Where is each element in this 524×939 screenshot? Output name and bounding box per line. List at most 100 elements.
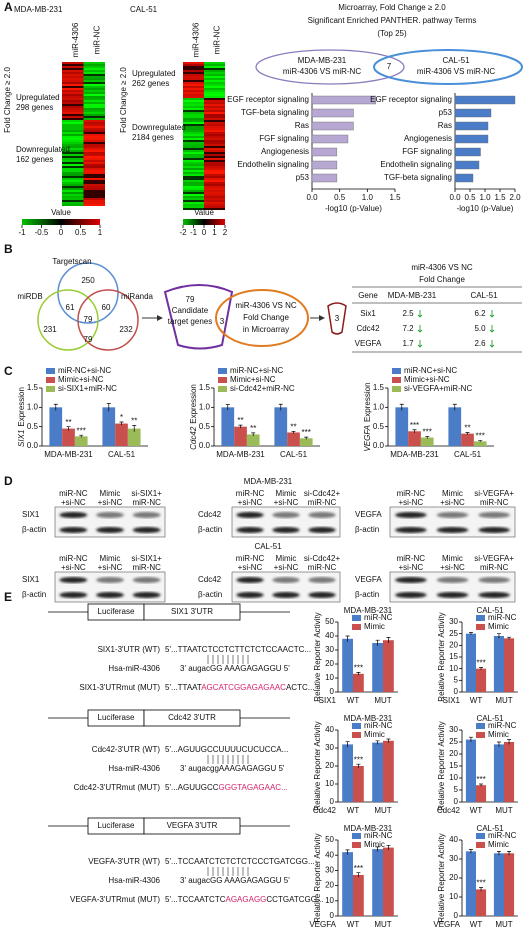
error-bar [106,403,111,412]
significance-label: *** [354,755,363,764]
heatmap-row [204,196,225,198]
y-tick-label: 5 [454,785,459,794]
x-tick-label: WT [347,920,360,929]
error-bar [399,403,404,411]
group-label: Upregulated [132,69,176,78]
error-bar [507,739,512,745]
legend-swatch [218,368,227,374]
category-label: Endothelin signaling [380,160,452,169]
heatmap-row [183,62,204,64]
bar [311,173,338,183]
down-arrow [489,325,495,333]
x-tick-label: WT [347,806,360,815]
blot-band [436,527,469,533]
panel-label: B [4,242,13,256]
heatmap-row [183,122,204,124]
x-axis-title: -log10 (p-Value) [457,204,514,213]
legend-label: Mimic [488,840,509,849]
heatmap-row [83,180,105,182]
heatmap-row [204,174,225,176]
blot-row-label: SIX1 [22,510,40,519]
heatmap-row [183,140,204,142]
heatmap-row [83,116,105,118]
lane-label: +si-NC [440,498,465,507]
y-axis-title-part: Expression [189,384,198,424]
heatmap-row [204,208,225,210]
pathway-title: Significant Enriched PANTHER. pathway Te… [308,16,477,25]
legend-swatch [352,624,361,630]
heatmap-row [204,152,225,154]
bar [448,407,462,446]
blot-band [395,527,427,533]
legend-label: miR-NC [364,831,393,840]
error-bar [345,849,350,855]
heatmap-row [62,152,84,154]
blot-band [478,527,510,533]
legend-label: miR-NC [488,721,517,730]
heatmap-row [62,82,84,84]
blot-band [478,577,510,583]
heatmap-row [204,182,225,184]
heatmap-row [62,106,84,108]
gene-label: Cdc42 [437,806,461,815]
sequence: 3' augacGG AAAGAGAGGU 5' [180,876,290,885]
table-cell: 2.6 [474,339,486,348]
x-tick-label: 0.5 [464,193,476,202]
heatmap-row [183,112,204,114]
legend-label: miR-NC [488,831,517,840]
blot-row-label: β-actin [198,525,222,534]
bar [493,853,504,916]
y-tick-label: 20 [325,659,334,668]
bar [342,744,353,802]
table-cell: Six1 [360,309,376,318]
lane-label: miR-NC [132,563,161,572]
sequence-name: VEGFA-3'UTRmut (MUT) [70,895,160,904]
heatmap-row [204,142,225,144]
category-label: EGF receptor signaling [370,95,452,104]
bar [299,438,313,446]
y-tick-label: 40 [325,725,334,734]
x-tick-label: 2.0 [509,193,521,202]
heatmap-row [183,196,204,198]
heatmap-row [62,76,84,78]
legend-label: miR-NC+si-NC [404,366,457,375]
heatmap-row [183,164,204,166]
group-label: Upregulated [16,93,60,102]
bar [476,889,487,916]
heatmap-row [83,108,105,110]
heatmap-row [204,78,225,80]
lane-label: +si-NC [274,498,299,507]
legend-label: Mimic [364,622,385,631]
flow-overlap: 3 [220,317,225,326]
heatmap-row [83,162,105,164]
heatmap-row [183,138,204,140]
heatmap-row [83,64,105,66]
y-tick-label: 1.0 [373,402,385,411]
error-bar [386,738,391,743]
heatmap-row [183,178,204,180]
heatmap-row [204,96,225,98]
construct-label: Luciferase [98,821,135,830]
y-tick-label: 0 [454,797,459,806]
x-tick-label: MUT [374,920,391,929]
heatmap-row [204,122,225,124]
legend-swatch [352,723,361,729]
blot-band [436,577,469,583]
heatmap-row [62,190,84,192]
bar [473,441,487,446]
heatmap-row [62,128,84,130]
significance-label: *** [410,421,419,430]
blot-band [272,592,300,598]
category-label: Ras [438,121,452,130]
table-column: MDA-MB-231 [388,291,437,300]
heatmap-row [83,124,105,126]
y-tick-label: 5 [454,675,459,684]
heatmap-row [83,98,105,100]
venn-overlap: 7 [387,62,392,71]
heatmap-row [62,140,84,142]
error-bar [278,403,283,411]
sequence-part: CCTGATCGG... [266,895,323,904]
blot-band [236,577,264,583]
heatmap-row [183,156,204,158]
lane-label: Mimic [442,554,463,563]
